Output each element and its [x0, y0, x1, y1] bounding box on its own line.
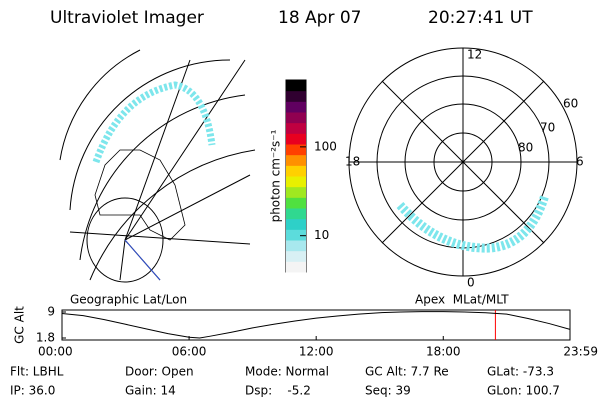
aurora: [92, 81, 216, 164]
color-swatch: [286, 101, 306, 113]
meridian: [124, 174, 251, 241]
info-field: Mode: Normal: [245, 365, 329, 379]
color-swatch: [286, 165, 306, 177]
alt-line: [61, 311, 571, 339]
alt-frame: [61, 309, 571, 341]
y-axis-label: GC Alt: [13, 306, 27, 344]
meridian: [69, 231, 251, 245]
color-swatch: [286, 208, 306, 220]
color-swatch: [286, 154, 306, 166]
info-field: Flt: LBHL: [10, 365, 64, 379]
title: Ultraviolet Imager: [50, 8, 204, 28]
mlt-label: 18: [345, 155, 360, 169]
mlt-label: 12: [467, 48, 482, 62]
grid-circle: [86, 197, 164, 283]
color-swatch: [286, 197, 306, 209]
polar-map: [348, 47, 578, 277]
date: 18 Apr 07: [278, 8, 361, 28]
mlt-label: 6: [576, 155, 584, 169]
info-field: GLat: -73.3: [487, 365, 554, 379]
meridian: [124, 59, 191, 241]
colorbar-tick-label: 10: [314, 228, 329, 242]
meridian: [124, 59, 246, 241]
info-field: Dsp: -5.2: [245, 384, 311, 398]
color-swatch: [286, 80, 306, 92]
color-swatch: [286, 250, 306, 262]
info-field: IP: 36.0: [10, 384, 55, 398]
color-swatch: [286, 186, 306, 198]
info-field: Seq: 39: [365, 384, 411, 398]
info-field: GC Alt: 7.7 Re: [365, 365, 449, 379]
color-swatch: [286, 122, 306, 134]
geo-map: [59, 49, 256, 283]
x-tick-label: 06:00: [172, 345, 207, 359]
y-tick-label: 1.8: [36, 331, 55, 345]
color-swatch: [286, 133, 306, 145]
info-field: Gain: 14: [125, 384, 176, 398]
x-tick-label: 23:59: [563, 345, 598, 359]
lat-label: 70: [540, 121, 555, 135]
grid-arc: [69, 59, 231, 211]
color-swatch: [286, 240, 306, 252]
grid-arc: [59, 49, 141, 161]
color-swatch: [286, 261, 306, 273]
colorbar-label: photon cm⁻²s⁻¹: [269, 129, 283, 222]
x-tick-label: 00:00: [38, 345, 73, 359]
track: [124, 239, 161, 281]
y-tick-label: 9: [47, 305, 55, 319]
meridian: [119, 239, 126, 281]
time: 20:27:41 UT: [428, 8, 533, 28]
x-tick-label: 12:00: [299, 345, 334, 359]
mlt-label: 0: [467, 276, 475, 290]
colorbar-tick-label: 100: [314, 139, 337, 153]
aurora: [396, 193, 550, 253]
map-label: Apex MLat/MLT: [415, 293, 509, 307]
info-field: GLon: 100.7: [487, 384, 560, 398]
color-swatch: [286, 229, 306, 241]
color-swatch: [286, 112, 306, 124]
coastline: [94, 149, 186, 241]
x-tick-label: 18:00: [426, 345, 461, 359]
info-field: Door: Open: [125, 365, 194, 379]
lat-label: 80: [518, 141, 533, 155]
color-swatch: [286, 90, 306, 102]
grid-arc: [79, 94, 246, 261]
mlt-line: [381, 80, 545, 244]
map-label: Geographic Lat/Lon: [70, 293, 187, 307]
color-swatch: [286, 176, 306, 188]
color-swatch: [286, 218, 306, 230]
lat-label: 60: [563, 97, 578, 111]
color-swatch: [286, 144, 306, 156]
